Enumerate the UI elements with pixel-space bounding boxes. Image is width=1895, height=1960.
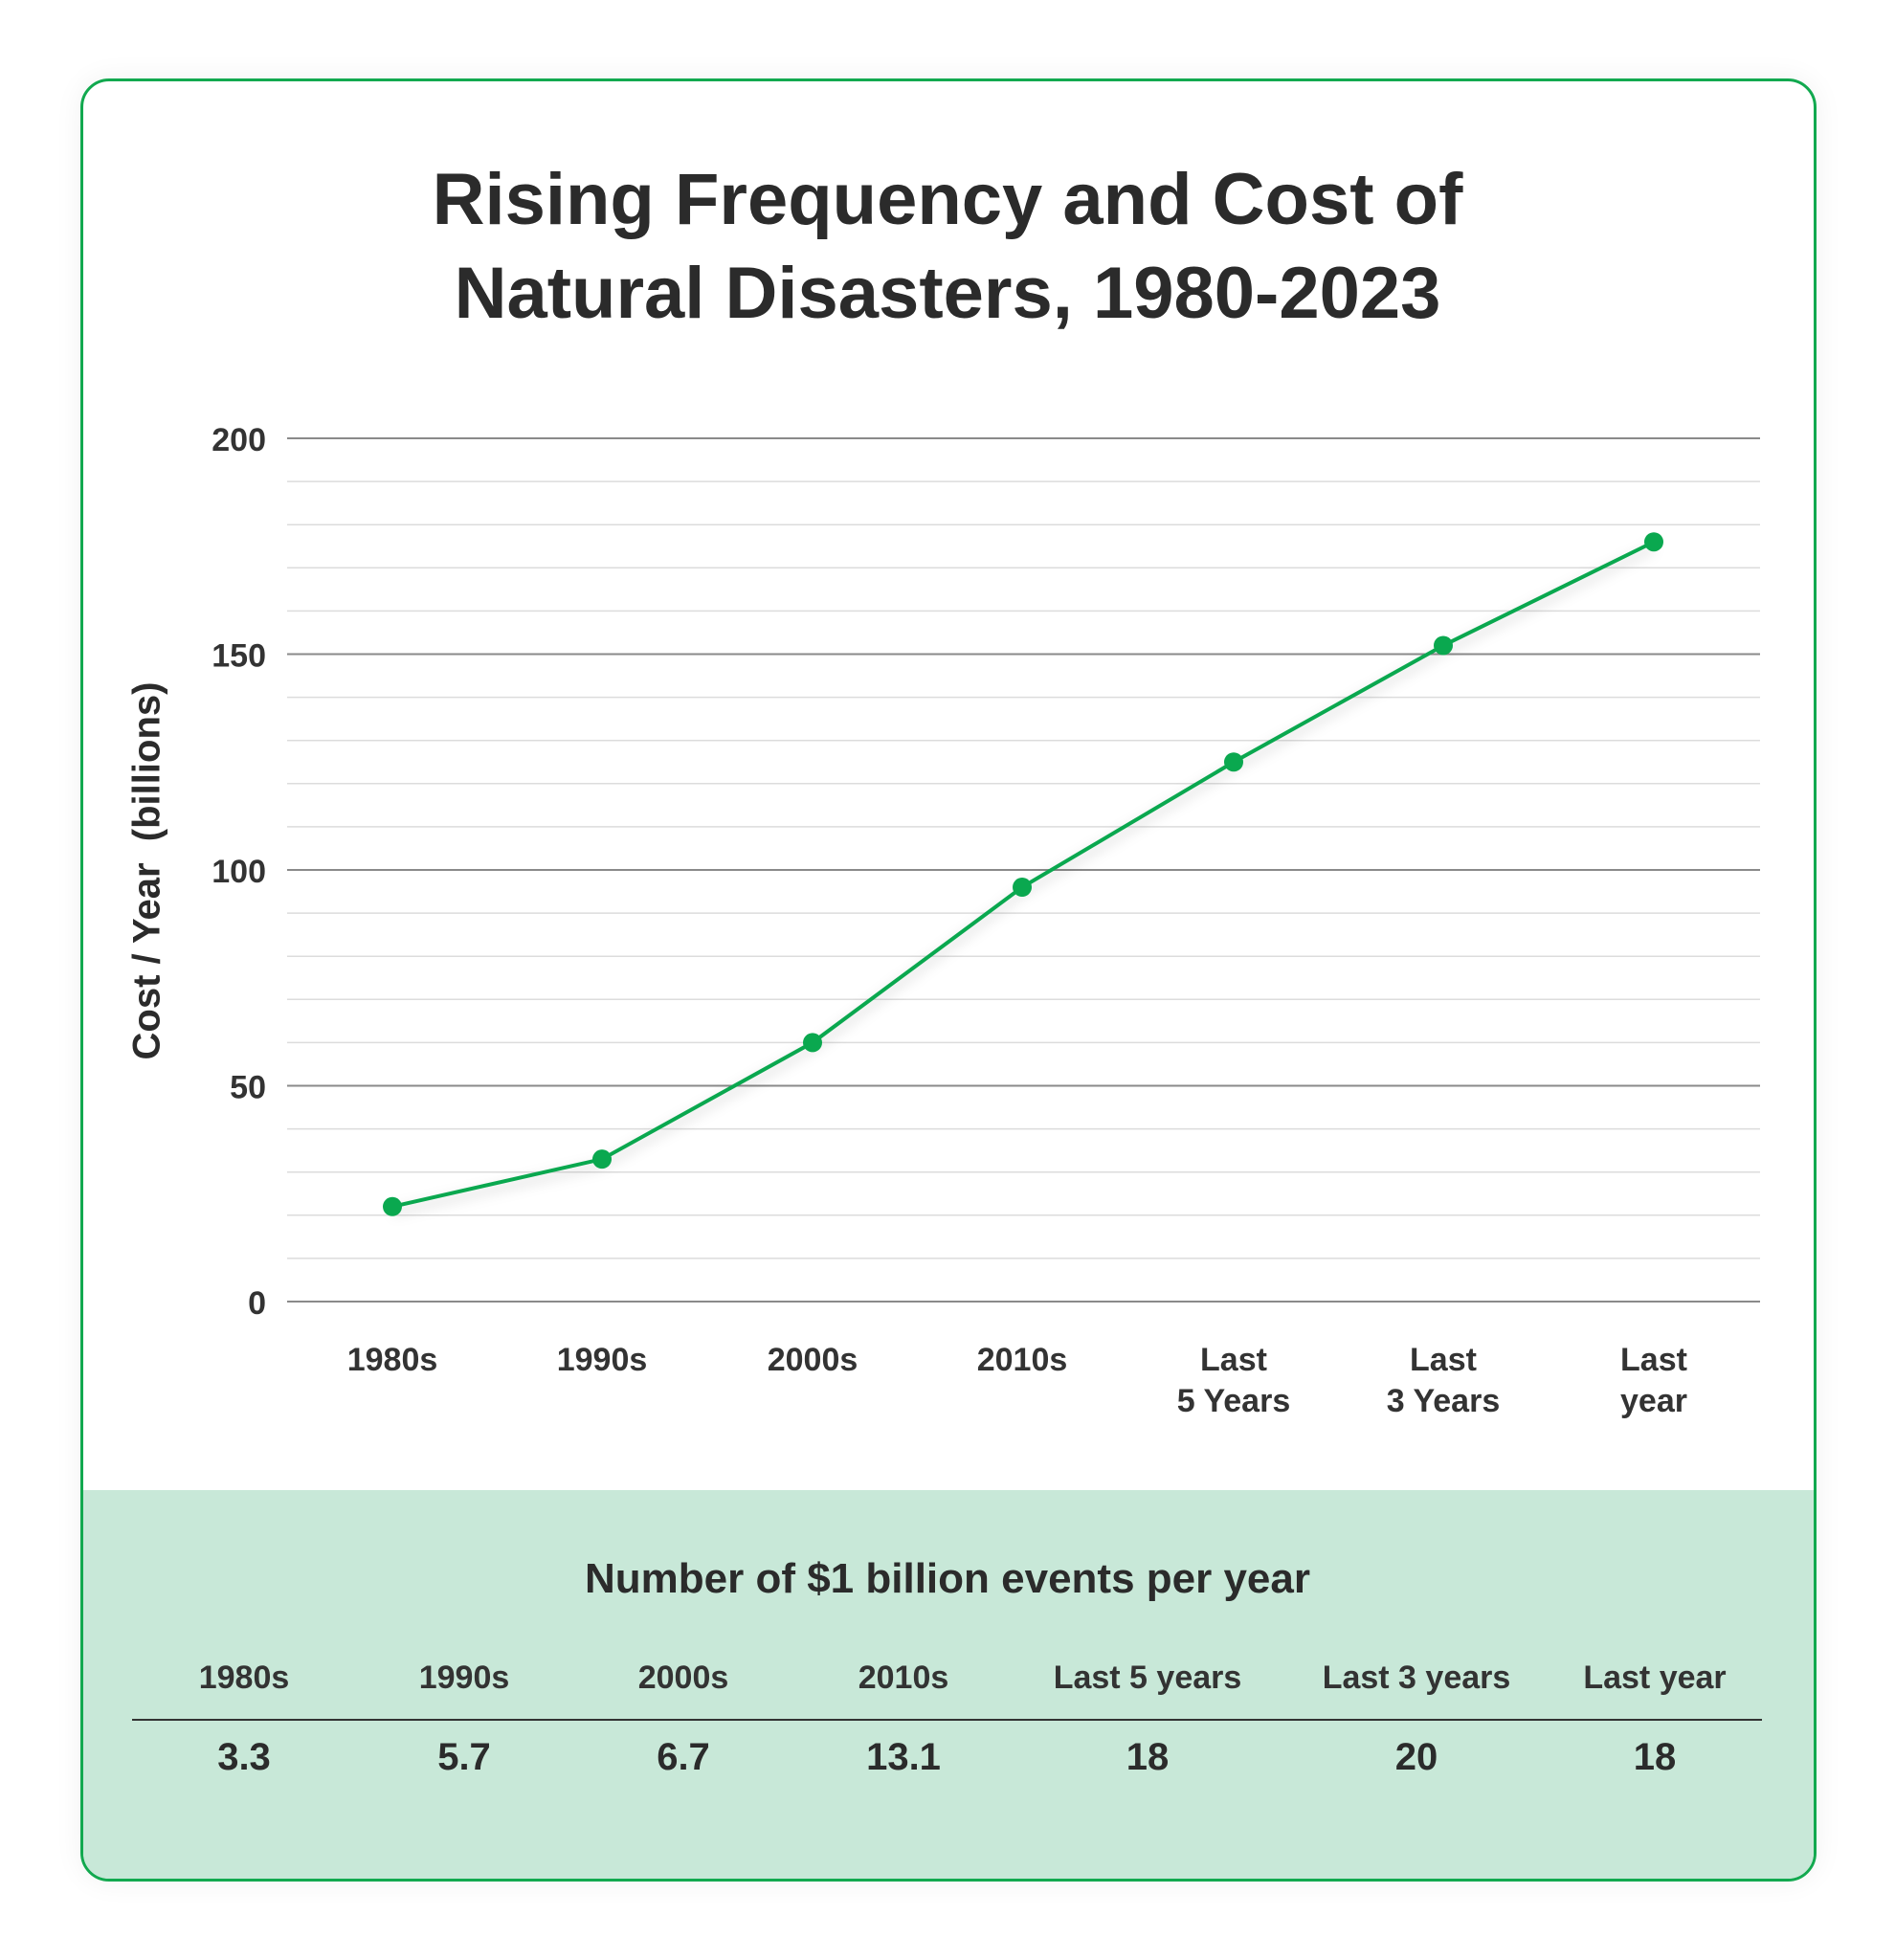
table-value: 13.1 xyxy=(866,1736,941,1778)
table-header: Last year xyxy=(1583,1659,1727,1696)
y-tick-label: 0 xyxy=(248,1285,266,1322)
x-tick-label: 5 Years xyxy=(1177,1383,1291,1419)
table-value: 18 xyxy=(1633,1736,1677,1778)
x-tick-label: 1980s xyxy=(347,1342,438,1378)
data-point xyxy=(1434,635,1453,656)
table-header: 1990s xyxy=(418,1659,510,1696)
table-header: Last 3 years xyxy=(1322,1659,1511,1696)
x-tick-label: 2010s xyxy=(977,1342,1068,1378)
y-tick-label: 150 xyxy=(212,638,266,675)
table-value: 20 xyxy=(1394,1736,1438,1778)
table-rule xyxy=(132,1719,1762,1721)
chart-card xyxy=(80,78,1817,1882)
x-tick-label: Last xyxy=(1410,1342,1477,1378)
x-tick-label: Last xyxy=(1620,1342,1687,1378)
y-tick-label: 100 xyxy=(212,854,266,890)
table-value: 6.7 xyxy=(657,1736,710,1778)
x-tick-label: 3 Years xyxy=(1387,1383,1501,1419)
y-tick-label: 200 xyxy=(212,422,266,458)
table-header: 2000s xyxy=(637,1659,729,1696)
events-table-title: Number of $1 billion events per year xyxy=(584,1555,1310,1602)
line-chart: 0 50 100 150 200 1980s 1990s 2000s 2010s Last 5 Ye… xyxy=(212,422,1760,1419)
table-value: 5.7 xyxy=(437,1736,491,1778)
table-value: 18 xyxy=(1126,1736,1170,1778)
y-tick-label: 50 xyxy=(230,1070,266,1106)
x-tick-label: 2000s xyxy=(768,1342,858,1378)
chart-title: Rising Frequency and Cost of Natural Dis… xyxy=(0,153,1895,341)
events-band xyxy=(83,1490,1814,1879)
title-line-1: Rising Frequency and Cost of xyxy=(432,159,1463,240)
table-header: Last 5 years xyxy=(1053,1659,1242,1696)
data-point xyxy=(803,1033,822,1053)
table-header: 1980s xyxy=(198,1659,290,1696)
x-tick-label: year xyxy=(1620,1383,1687,1419)
table-header: 2010s xyxy=(858,1659,949,1696)
data-point xyxy=(1013,878,1032,898)
data-point xyxy=(592,1149,612,1169)
data-point xyxy=(1644,532,1663,552)
data-point xyxy=(1224,752,1243,772)
x-tick-label: Last xyxy=(1200,1342,1267,1378)
table-value: 3.3 xyxy=(217,1736,271,1778)
title-line-2: Natural Disasters, 1980-2023 xyxy=(454,253,1441,334)
x-tick-label: 1990s xyxy=(557,1342,648,1378)
data-point xyxy=(383,1196,402,1216)
